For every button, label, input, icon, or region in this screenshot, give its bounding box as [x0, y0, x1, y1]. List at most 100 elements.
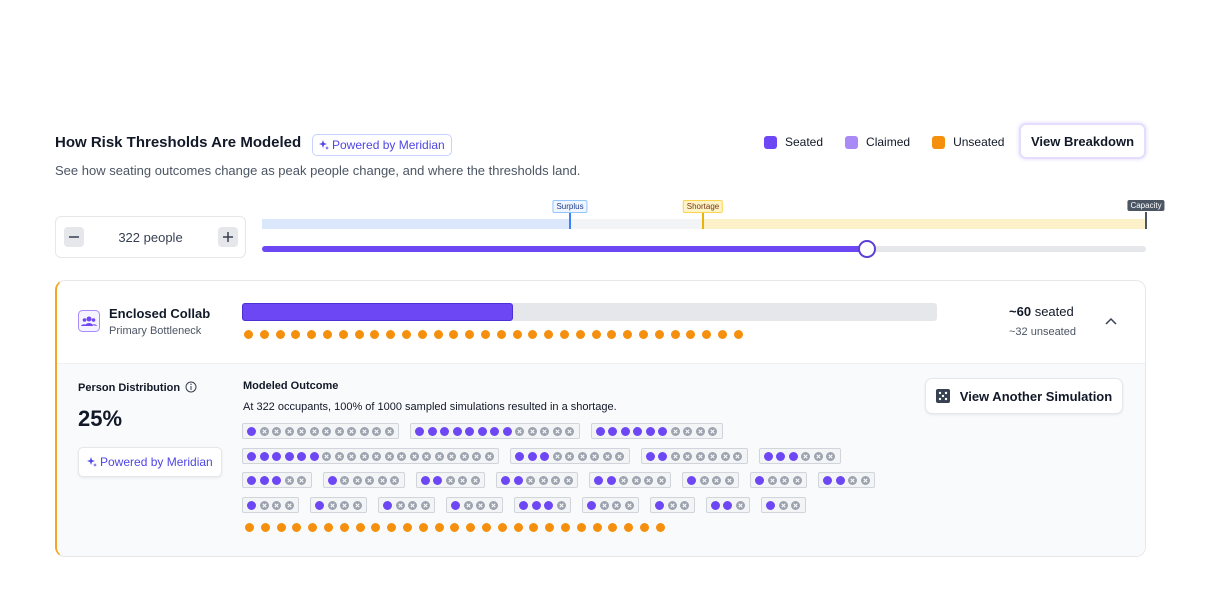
empty-seat	[359, 451, 369, 461]
view-breakdown-button[interactable]: View Breakdown	[1019, 123, 1146, 159]
seat-group	[446, 497, 503, 513]
empty-seat	[619, 475, 628, 485]
unseated-dot	[480, 330, 490, 339]
zone-icon	[78, 310, 100, 332]
seated-seat	[710, 500, 720, 510]
unseated-dot	[545, 523, 555, 532]
empty-seat	[644, 475, 653, 485]
empty-seat	[372, 451, 381, 461]
increment-button[interactable]	[218, 227, 238, 247]
decrement-button[interactable]	[64, 227, 84, 247]
empty-seat	[340, 475, 349, 485]
empty-seat	[724, 475, 734, 485]
empty-seat	[347, 426, 356, 436]
empty-seat	[602, 451, 612, 461]
seated-seat	[687, 475, 696, 485]
seat-group	[496, 472, 578, 488]
seated-seat	[309, 451, 319, 461]
seated-seat	[272, 451, 281, 461]
distribution-heading: Person Distribution	[78, 381, 197, 394]
seat-group	[682, 472, 739, 488]
seated-seat	[645, 451, 655, 461]
seated-seat	[284, 451, 294, 461]
unseated-dot	[528, 330, 538, 339]
unseated-dot	[276, 523, 286, 532]
empty-seat	[792, 475, 802, 485]
seat-group	[705, 497, 750, 513]
unseated-dot	[401, 330, 411, 339]
collapse-chevron[interactable]	[1104, 316, 1118, 326]
seated-seat	[315, 500, 324, 510]
seated-seat	[755, 475, 764, 485]
seat-group	[322, 472, 405, 488]
info-icon[interactable]	[185, 381, 197, 393]
empty-seat	[484, 451, 494, 461]
empty-seat	[297, 475, 306, 485]
empty-seat	[334, 426, 344, 436]
unseated-dot	[560, 523, 570, 532]
empty-seat	[791, 500, 800, 510]
unseated-dot	[513, 523, 523, 532]
seated-seat	[587, 500, 596, 510]
unseated-dot	[591, 330, 601, 339]
title: How Risk Thresholds Are Modeled	[55, 134, 302, 151]
seated-seat	[327, 475, 337, 485]
empty-seat	[384, 426, 394, 436]
seat-group	[640, 448, 748, 464]
another-simulation-button[interactable]: View Another Simulation	[925, 378, 1123, 414]
empty-seat	[365, 475, 374, 485]
empty-seat	[552, 451, 562, 461]
shortage-tag: Shortage	[682, 200, 724, 213]
empty-seat	[780, 475, 789, 485]
empty-seat	[459, 451, 469, 461]
surplus-line	[569, 212, 571, 229]
seated-seat	[490, 426, 499, 436]
unseated-dot	[386, 330, 396, 339]
stepper: 322 people	[55, 216, 246, 258]
empty-seat	[422, 451, 431, 461]
empty-seat	[309, 426, 319, 436]
legend-label: Seated	[785, 135, 824, 149]
unseated-dot	[529, 523, 539, 532]
unseated-dot	[339, 523, 349, 532]
slider-fill	[262, 246, 867, 252]
seat-group	[758, 448, 841, 464]
unseated-dot	[686, 330, 696, 339]
empty-seat	[272, 426, 281, 436]
seated-seat	[477, 426, 487, 436]
shortage-line	[702, 212, 704, 229]
seated-summary: ~60 seated	[1009, 304, 1074, 319]
empty-seat	[860, 475, 870, 485]
legend-item: Seated	[764, 135, 823, 149]
unseated-dot	[496, 330, 506, 339]
empty-seat	[551, 475, 560, 485]
legend-swatch	[764, 135, 777, 149]
empty-seat	[552, 426, 562, 436]
unseated-dot	[417, 330, 427, 339]
empty-seat	[612, 500, 621, 510]
empty-seat	[556, 500, 566, 510]
seated-seat	[633, 426, 642, 436]
seat-row	[242, 497, 817, 513]
seat-group	[310, 497, 367, 513]
empty-seat	[476, 500, 485, 510]
seat-row	[242, 423, 734, 439]
slider-thumb[interactable]	[858, 240, 876, 258]
empty-seat	[447, 451, 456, 461]
powered-badge-2[interactable]: Powered by Meridian	[78, 447, 222, 477]
unseated-dot	[655, 523, 665, 532]
seated-seat	[451, 500, 460, 510]
empty-seat	[699, 475, 709, 485]
unseated-dot	[387, 523, 397, 532]
unseated-dot	[544, 330, 554, 339]
empty-seat	[352, 500, 362, 510]
seated-seat	[519, 500, 528, 510]
seated-seat	[606, 475, 616, 485]
seated-seat	[259, 475, 269, 485]
unseated-dot	[418, 523, 428, 532]
empty-seat	[590, 451, 599, 461]
unseated-dot	[450, 523, 460, 532]
surplus-zone	[262, 219, 570, 229]
empty-seat	[683, 426, 692, 436]
empty-seat	[683, 451, 692, 461]
